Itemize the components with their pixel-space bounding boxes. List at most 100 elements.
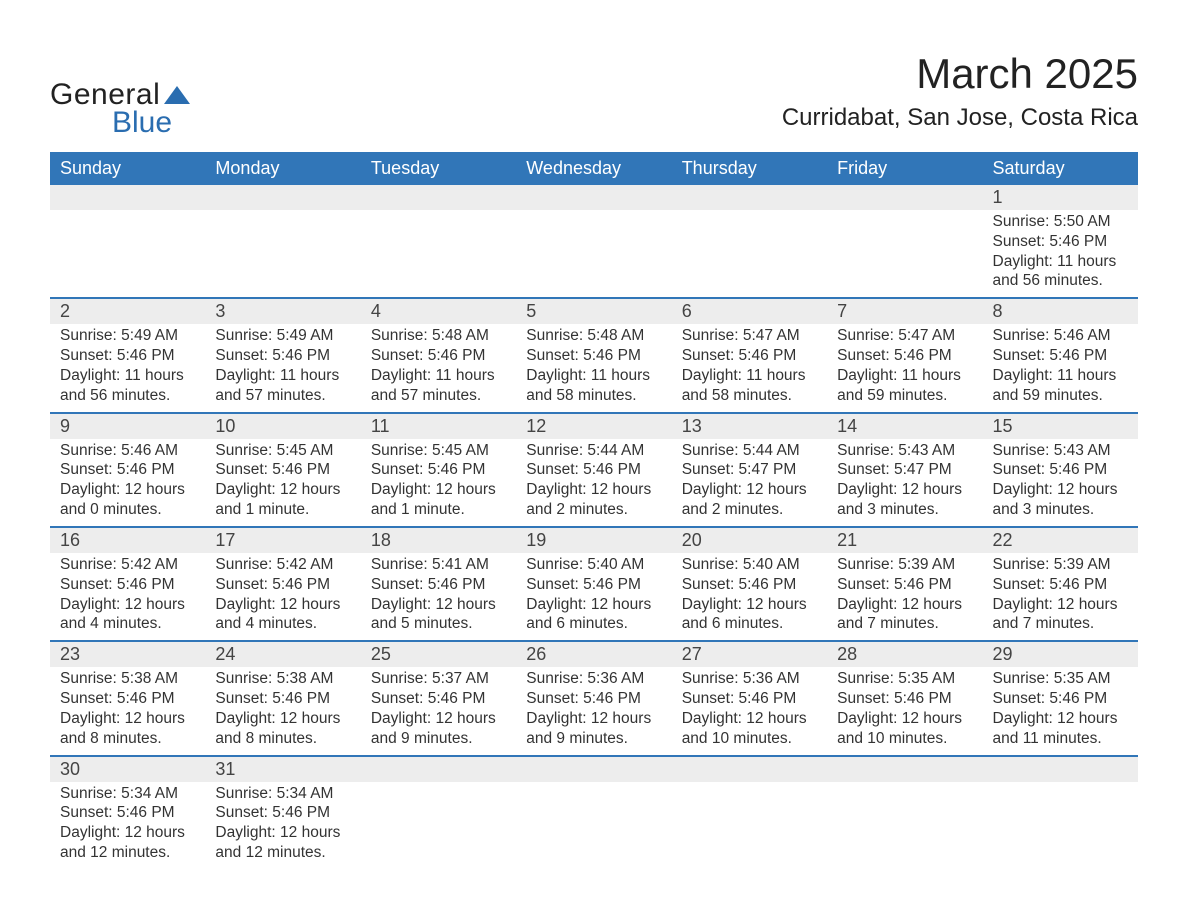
day-detail: Sunrise: 5:45 AMSunset: 5:46 PMDaylight:… [205, 439, 360, 526]
daylight-text: Daylight: 11 hours and 56 minutes. [993, 252, 1128, 292]
day-detail: Sunrise: 5:43 AMSunset: 5:46 PMDaylight:… [983, 439, 1138, 526]
day-detail [361, 782, 516, 802]
week-daynum-row: 9101112131415 [50, 413, 1138, 439]
day-cell-detail: Sunrise: 5:48 AMSunset: 5:46 PMDaylight:… [361, 324, 516, 412]
day-number [672, 757, 827, 781]
day-detail: Sunrise: 5:43 AMSunset: 5:47 PMDaylight:… [827, 439, 982, 526]
sunrise-text: Sunrise: 5:40 AM [682, 555, 817, 575]
header-friday: Friday [827, 152, 982, 185]
day-cell-detail: Sunrise: 5:34 AMSunset: 5:46 PMDaylight:… [205, 782, 360, 869]
day-cell-detail: Sunrise: 5:39 AMSunset: 5:46 PMDaylight:… [983, 553, 1138, 641]
location: Curridabat, San Jose, Costa Rica [782, 104, 1138, 132]
daylight-text: Daylight: 12 hours and 12 minutes. [60, 823, 195, 863]
daylight-text: Daylight: 12 hours and 7 minutes. [837, 595, 972, 635]
day-number: 5 [516, 299, 671, 324]
day-cell-num: 19 [516, 527, 671, 553]
week-detail-row: Sunrise: 5:50 AMSunset: 5:46 PMDaylight:… [50, 210, 1138, 298]
day-cell-num [827, 756, 982, 782]
week-daynum-row: 1 [50, 185, 1138, 210]
sunset-text: Sunset: 5:46 PM [993, 232, 1128, 252]
day-detail: Sunrise: 5:39 AMSunset: 5:46 PMDaylight:… [827, 553, 982, 640]
sunset-text: Sunset: 5:46 PM [993, 460, 1128, 480]
week-detail-row: Sunrise: 5:42 AM Sunset: 5:46 PM Daylight:… [50, 553, 1138, 641]
day-detail: Sunrise: 5:38 AMSunset: 5:46 PMDaylight:… [205, 667, 360, 754]
daylight-text: Daylight: 11 hours and 57 minutes. [215, 366, 350, 406]
day-detail: Sunrise: 5:35 AMSunset: 5:46 PMDaylight:… [983, 667, 1138, 754]
sunrise-text: Sunrise: 5:47 AM [682, 326, 817, 346]
day-number: 24 [205, 642, 360, 667]
day-detail: Sunrise: 5:48 AMSunset: 5:46 PMDaylight:… [361, 324, 516, 411]
day-number: 7 [827, 299, 982, 324]
day-detail [827, 782, 982, 802]
day-number: 3 [205, 299, 360, 324]
sunset-text: Sunset: 5:46 PM [215, 575, 350, 595]
day-cell-detail: Sunrise: 5:34 AMSunset: 5:46 PMDaylight:… [50, 782, 205, 869]
day-detail: Sunrise: 5:36 AMSunset: 5:46 PMDaylight:… [516, 667, 671, 754]
day-cell-num [827, 185, 982, 210]
day-number [361, 757, 516, 781]
day-detail [672, 782, 827, 802]
day-number: 12 [516, 414, 671, 439]
calendar-table: Sunday Monday Tuesday Wednesday Thursday… [50, 152, 1138, 869]
sunset-text: Sunset: 5:46 PM [215, 346, 350, 366]
day-cell-num [983, 756, 1138, 782]
day-number: 10 [205, 414, 360, 439]
day-number: 31 [205, 757, 360, 782]
day-detail: Sunrise: 5:44 AMSunset: 5:46 PMDaylight:… [516, 439, 671, 526]
daylight-text: Daylight: 12 hours and 1 minute. [371, 480, 506, 520]
sunrise-text: Sunrise: 5:49 AM [215, 326, 350, 346]
week-daynum-row: 16171819202122 [50, 527, 1138, 553]
day-number: 15 [983, 414, 1138, 439]
day-cell-detail: Sunrise: 5:47 AMSunset: 5:46 PMDaylight:… [827, 324, 982, 412]
day-number: 23 [50, 642, 205, 667]
day-number: 17 [205, 528, 360, 553]
day-number: 4 [361, 299, 516, 324]
day-detail [983, 782, 1138, 802]
day-cell-num: 29 [983, 641, 1138, 667]
day-cell-num [50, 185, 205, 210]
sunrise-text: Sunrise: 5:46 AM [993, 326, 1128, 346]
sunset-text: Sunset: 5:46 PM [526, 689, 661, 709]
sunrise-text: Sunrise: 5:44 AM [526, 441, 661, 461]
week-daynum-row: 2345678 [50, 298, 1138, 324]
sunset-text: Sunset: 5:46 PM [993, 346, 1128, 366]
sunset-text: Sunset: 5:47 PM [837, 460, 972, 480]
sunrise-text: Sunrise: 5:49 AM [60, 326, 195, 346]
day-cell-num [361, 756, 516, 782]
day-cell-detail: Sunrise: 5:44 AMSunset: 5:47 PMDaylight:… [672, 439, 827, 527]
daylight-text: Daylight: 12 hours and 2 minutes. [526, 480, 661, 520]
day-number: 18 [361, 528, 516, 553]
sunrise-text: Sunrise: 5:42 AM [60, 555, 195, 575]
sunset-text: Sunset: 5:46 PM [682, 575, 817, 595]
daylight-text: Daylight: 12 hours and 8 minutes. [215, 709, 350, 749]
week-detail-row: Sunrise: 5:38 AMSunset: 5:46 PMDaylight:… [50, 667, 1138, 755]
sunset-text: Sunset: 5:46 PM [837, 689, 972, 709]
day-cell-detail [205, 210, 360, 298]
day-cell-num: 7 [827, 298, 982, 324]
sunrise-text: Sunrise: 5:50 AM [993, 212, 1128, 232]
day-cell-detail: Sunrise: 5:40 AMSunset: 5:46 PMDaylight:… [672, 553, 827, 641]
day-cell-num: 9 [50, 413, 205, 439]
day-number: 2 [50, 299, 205, 324]
sunset-text: Sunset: 5:46 PM [993, 575, 1128, 595]
week-detail-row: Sunrise: 5:34 AMSunset: 5:46 PMDaylight:… [50, 782, 1138, 869]
day-cell-num: 25 [361, 641, 516, 667]
day-cell-detail: Sunrise: 5:50 AMSunset: 5:46 PMDaylight:… [983, 210, 1138, 298]
day-cell-detail [983, 782, 1138, 869]
day-cell-num: 30 [50, 756, 205, 782]
day-cell-detail: Sunrise: 5:35 AMSunset: 5:46 PMDaylight:… [983, 667, 1138, 755]
daylight-text: Daylight: 12 hours and 12 minutes. [215, 823, 350, 863]
sunset-text: Sunset: 5:47 PM [682, 460, 817, 480]
sunrise-text: Sunrise: 5:45 AM [215, 441, 350, 461]
day-cell-detail [361, 782, 516, 869]
day-cell-num: 14 [827, 413, 982, 439]
day-detail: Sunrise: 5:44 AMSunset: 5:47 PMDaylight:… [672, 439, 827, 526]
day-cell-num: 8 [983, 298, 1138, 324]
day-detail: Sunrise: 5:46 AMSunset: 5:46 PMDaylight:… [50, 439, 205, 526]
day-cell-num: 22 [983, 527, 1138, 553]
day-detail: Sunrise: 5:40 AMSunset: 5:46 PMDaylight:… [516, 553, 671, 640]
day-cell-detail: Sunrise: 5:43 AMSunset: 5:46 PMDaylight:… [983, 439, 1138, 527]
header-thursday: Thursday [672, 152, 827, 185]
day-number: 14 [827, 414, 982, 439]
header-sunday: Sunday [50, 152, 205, 185]
